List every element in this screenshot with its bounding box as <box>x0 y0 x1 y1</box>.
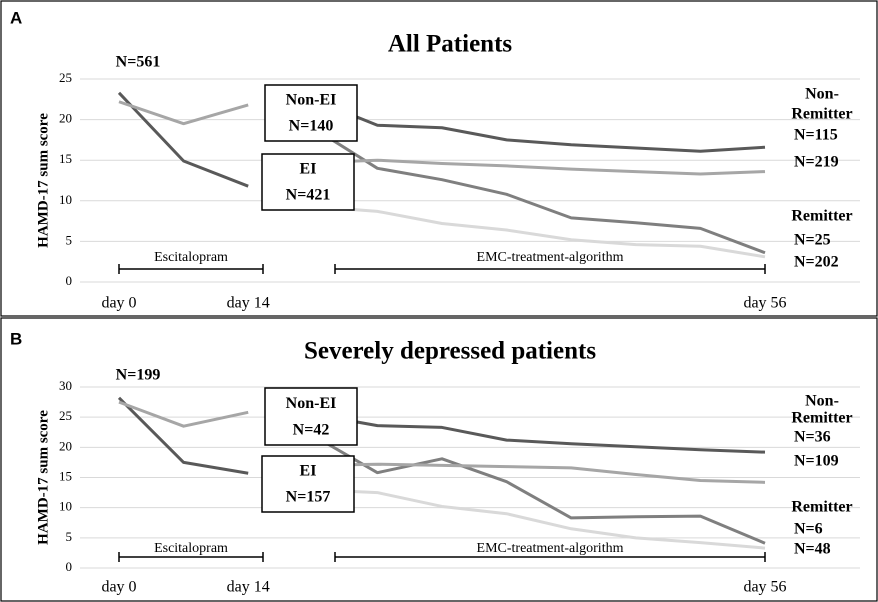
group-box <box>261 153 355 211</box>
outcome-label: Remitter <box>791 499 852 516</box>
data-line <box>117 396 249 475</box>
group-n: N=140 <box>289 118 334 135</box>
x-tick-label: day 14 <box>227 295 270 312</box>
data-line <box>312 412 766 454</box>
outcome-label: Remitter <box>791 208 852 225</box>
y-tick-label: 5 <box>66 232 73 247</box>
panel-border <box>0 0 878 317</box>
x-tick-label: day 0 <box>101 295 136 312</box>
data-line <box>312 433 766 545</box>
data-line <box>118 100 249 126</box>
data-line <box>312 204 766 259</box>
group-n: N=42 <box>293 421 330 438</box>
y-tick-label: 0 <box>66 559 73 574</box>
y-tick-label: 20 <box>59 438 72 453</box>
group-label: Non-EI <box>286 395 337 412</box>
panel: A All Patients HAMD-17 sum score 0 5 10 15 20 25… <box>0 0 878 317</box>
phase-label: Escitalopram <box>154 541 228 556</box>
outcome-label: N=219 <box>794 154 839 171</box>
data-line <box>312 126 766 255</box>
panel-letter: B <box>10 329 22 348</box>
data-line <box>312 488 766 550</box>
data-line <box>117 91 249 188</box>
y-tick-label: 15 <box>59 468 72 483</box>
y-tick-label: 5 <box>66 529 73 544</box>
outcome-label: N=109 <box>794 453 839 470</box>
data-line <box>312 158 766 176</box>
outcome-label: N=25 <box>794 232 831 249</box>
phase-bracket <box>334 264 766 274</box>
chart-title: All Patients <box>388 31 513 58</box>
x-tick-label: day 56 <box>743 579 786 596</box>
data-line <box>312 462 766 484</box>
group-n: N=157 <box>286 489 331 506</box>
x-tick-label: day 56 <box>743 295 786 312</box>
y-tick-label: 25 <box>59 70 72 85</box>
outcome-label: Remitter <box>791 106 852 123</box>
y-axis-label: HAMD-17 sum score <box>35 113 51 248</box>
y-tick-label: 10 <box>59 499 72 514</box>
phase-bracket <box>334 552 766 562</box>
outcome-label: Remitter <box>791 410 852 427</box>
phase-bracket <box>118 264 264 274</box>
group-box <box>264 84 358 142</box>
chart-title: Severely depressed patients <box>304 338 596 365</box>
group-label: EI <box>300 463 317 480</box>
x-tick-label: day 14 <box>227 579 270 596</box>
y-tick-label: 25 <box>59 408 72 423</box>
total-n: N=199 <box>116 367 161 384</box>
data-line <box>312 97 766 153</box>
phase-label: EMC-treatment-algorithm <box>477 541 624 556</box>
outcome-label: N=6 <box>794 521 823 538</box>
y-tick-label: 20 <box>59 111 72 126</box>
total-n: N=561 <box>116 54 161 71</box>
phase-bracket <box>118 552 264 562</box>
outcome-label: N=36 <box>794 429 831 446</box>
outcome-label: N=115 <box>794 127 838 144</box>
group-box <box>261 455 355 513</box>
data-line <box>118 400 249 428</box>
panel: B Severely depressed patients HAMD-17 sum … <box>0 317 878 602</box>
y-tick-label: 15 <box>59 151 72 166</box>
group-label: EI <box>300 161 317 178</box>
phase-label: Escitalopram <box>154 250 228 265</box>
outcome-label: N=48 <box>794 541 831 558</box>
outcome-label: Non- <box>805 393 839 410</box>
outcome-label: Non- <box>805 86 839 103</box>
panel-border <box>0 317 878 602</box>
x-tick-label: day 0 <box>101 579 136 596</box>
outcome-label: N=202 <box>794 254 839 271</box>
y-tick-label: 0 <box>66 273 73 288</box>
group-label: Non-EI <box>286 92 337 109</box>
phase-label: EMC-treatment-algorithm <box>477 250 624 265</box>
y-tick-label: 30 <box>59 378 72 393</box>
panel-letter: A <box>10 8 22 27</box>
group-box <box>264 387 358 446</box>
y-axis-label: HAMD-17 sum score <box>35 410 51 545</box>
group-n: N=421 <box>286 187 331 204</box>
y-tick-label: 10 <box>59 192 72 207</box>
